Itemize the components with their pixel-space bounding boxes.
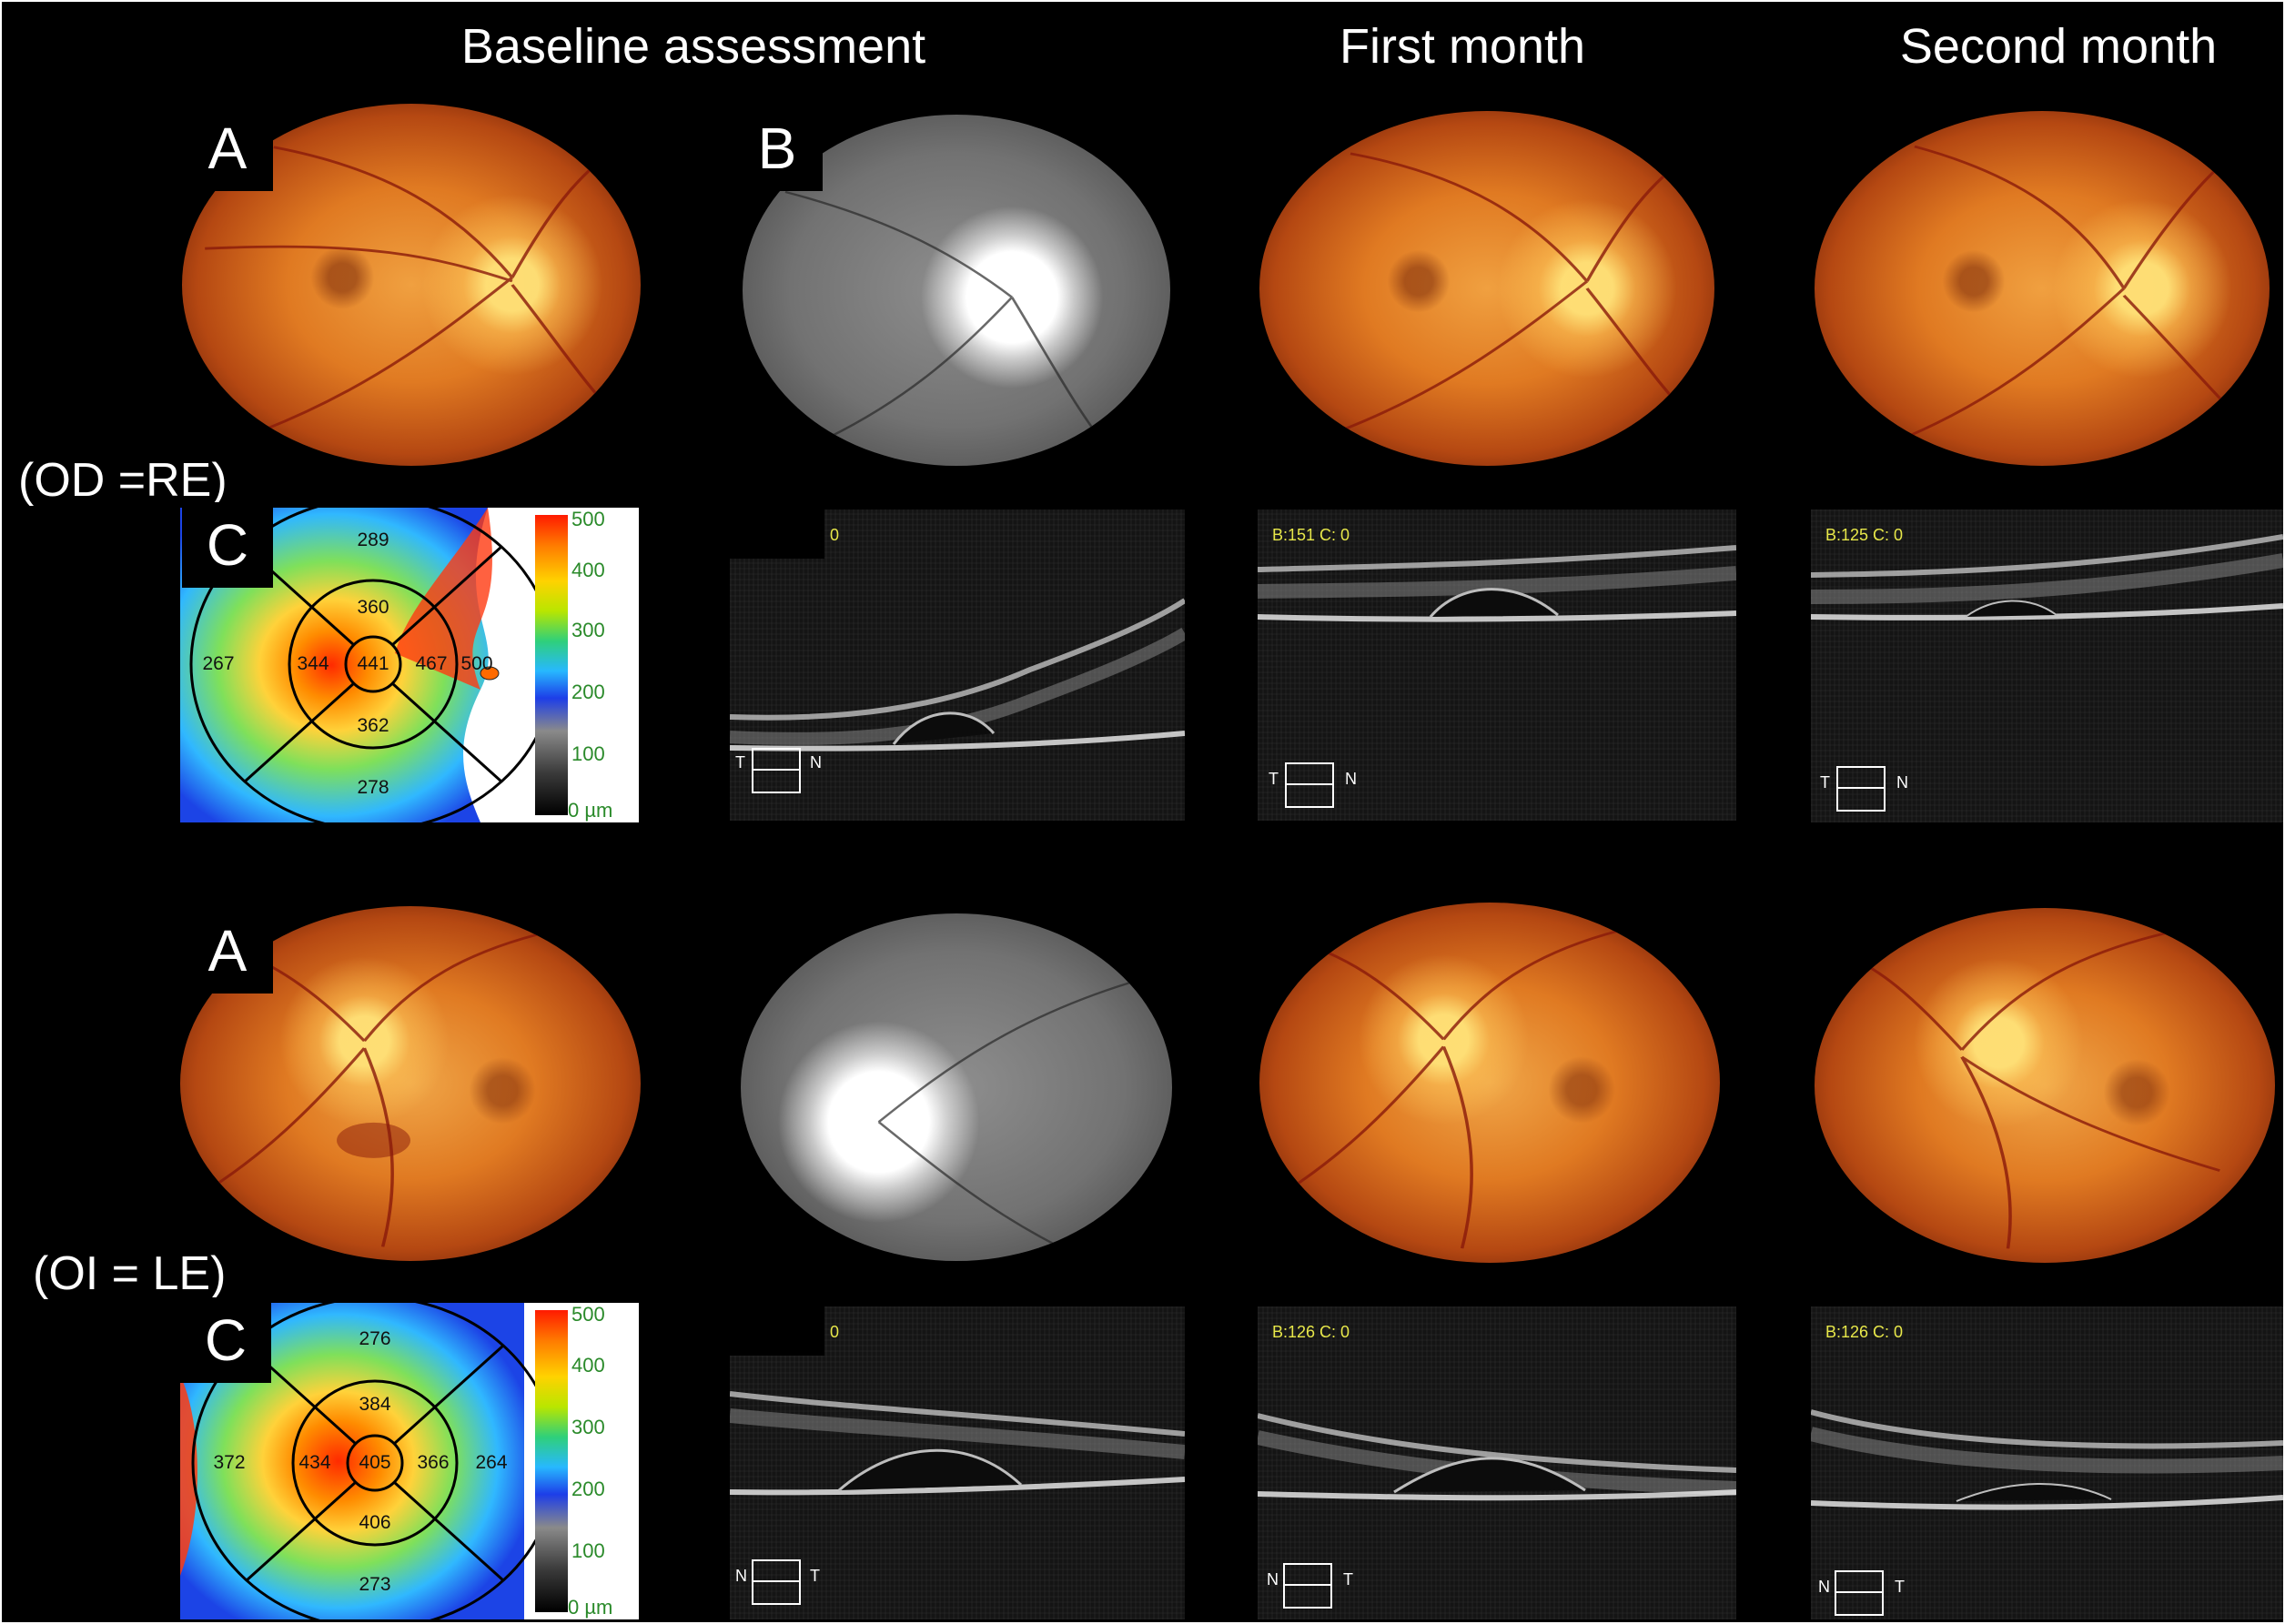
oct-scan-left-baseline: 0 N T	[730, 1306, 1185, 1619]
orient-left: T	[1269, 770, 1279, 788]
fundus-photo-right-first-month	[1259, 111, 1714, 466]
sector-inferior-outer: 278	[357, 777, 389, 798]
sector-superior-outer: 276	[359, 1328, 391, 1349]
oct-label: B:126 C: 0	[1825, 1323, 1904, 1341]
sector-inferior-outer: 273	[359, 1574, 391, 1595]
sector-center: 441	[357, 653, 389, 674]
scale-label: 400	[571, 559, 605, 581]
orient-right: T	[1895, 1578, 1905, 1596]
sector-nasal-outer: 264	[475, 1452, 508, 1473]
sector-temporal-outer: 372	[213, 1452, 246, 1473]
sector-inferior-inner: 406	[359, 1512, 391, 1533]
oct-scan-right-first-month: B:151 C: 0 T N	[1258, 509, 1736, 821]
header-first-month: First month	[1339, 19, 1586, 74]
orient-left: T	[1820, 773, 1830, 792]
eye-label-left: (OI = LE)	[33, 1247, 227, 1300]
orientation-box	[1836, 766, 1886, 812]
sector-center: 405	[359, 1452, 391, 1473]
scale-label: 200	[571, 681, 605, 703]
panel-letter-a-right: A	[182, 106, 273, 191]
sector-inferior-inner: 362	[357, 715, 389, 736]
fundus-photo-right-second-month	[1815, 111, 2270, 466]
eye-label-right: (OD =RE)	[18, 454, 227, 507]
orientation-box	[1285, 762, 1334, 808]
orient-right: N	[1345, 770, 1357, 788]
oct-label-mask	[730, 1306, 824, 1356]
oct-scan-right-second-month: B:125 C: 0 T N	[1811, 509, 2283, 822]
orientation-box	[1283, 1563, 1332, 1609]
oct-label-mask	[730, 509, 824, 559]
sector-temporal-outer: 267	[202, 653, 235, 674]
panel-letter-c-left: C	[180, 1297, 271, 1383]
orientation-box	[752, 1559, 801, 1605]
sector-nasal-inner: 366	[417, 1452, 450, 1473]
orient-right: T	[810, 1567, 820, 1585]
oct-scan-left-second-month: B:126 C: 0 N T	[1811, 1306, 2283, 1619]
orient-left: T	[735, 753, 745, 772]
fundus-photo-left-second-month	[1815, 908, 2275, 1263]
orientation-box	[1835, 1570, 1884, 1616]
orient-right: N	[1896, 773, 1908, 792]
scale-label: 0 µm	[568, 1596, 613, 1619]
sector-superior-inner: 384	[359, 1394, 391, 1415]
oct-label: B:151 C: 0	[1272, 526, 1350, 544]
scale-label: 300	[571, 619, 605, 641]
orient-right: N	[810, 753, 822, 772]
orient-right: T	[1343, 1570, 1353, 1589]
oct-scan-left-first-month: B:126 C: 0 N T	[1258, 1306, 1736, 1619]
panel-letter-b-right: B	[732, 106, 823, 191]
scale-label: 400	[571, 1354, 605, 1377]
orient-left: N	[1818, 1578, 1830, 1596]
sector-superior-inner: 360	[357, 597, 389, 618]
fundus-photo-left-first-month	[1259, 903, 1720, 1263]
thickness-scalebar-right	[535, 515, 568, 815]
sector-superior-outer: 289	[357, 530, 389, 550]
angiogram-left-baseline	[741, 913, 1172, 1261]
header-baseline: Baseline assessment	[460, 19, 926, 74]
sector-temporal-inner: 434	[298, 1452, 331, 1473]
thickness-scalebar-left	[535, 1310, 568, 1612]
oct-label: B:126 C: 0	[1272, 1323, 1350, 1341]
oct-scan-right-baseline: 0 T N	[730, 509, 1185, 821]
orient-left: N	[735, 1567, 747, 1585]
scale-label: 200	[571, 1478, 605, 1500]
scale-label: 0 µm	[568, 799, 613, 822]
panel-letter-c-right: C	[182, 502, 273, 588]
oct-label: 0	[830, 526, 840, 544]
scale-label: 100	[571, 742, 605, 765]
orient-left: N	[1267, 1570, 1279, 1589]
scale-label: 500	[571, 1303, 605, 1326]
sector-temporal-inner: 344	[297, 653, 329, 674]
oct-label: B:125 C: 0	[1825, 526, 1904, 544]
sector-nasal-outer: 500	[460, 653, 493, 674]
scale-label: 500	[571, 508, 605, 530]
scale-label: 100	[571, 1539, 605, 1562]
orientation-box	[752, 748, 801, 793]
header-second-month: Second month	[1899, 19, 2218, 74]
panel-letter-a-left: A	[182, 908, 273, 994]
scale-label: 300	[571, 1416, 605, 1438]
sector-nasal-inner: 467	[415, 653, 448, 674]
oct-label: 0	[830, 1323, 840, 1341]
